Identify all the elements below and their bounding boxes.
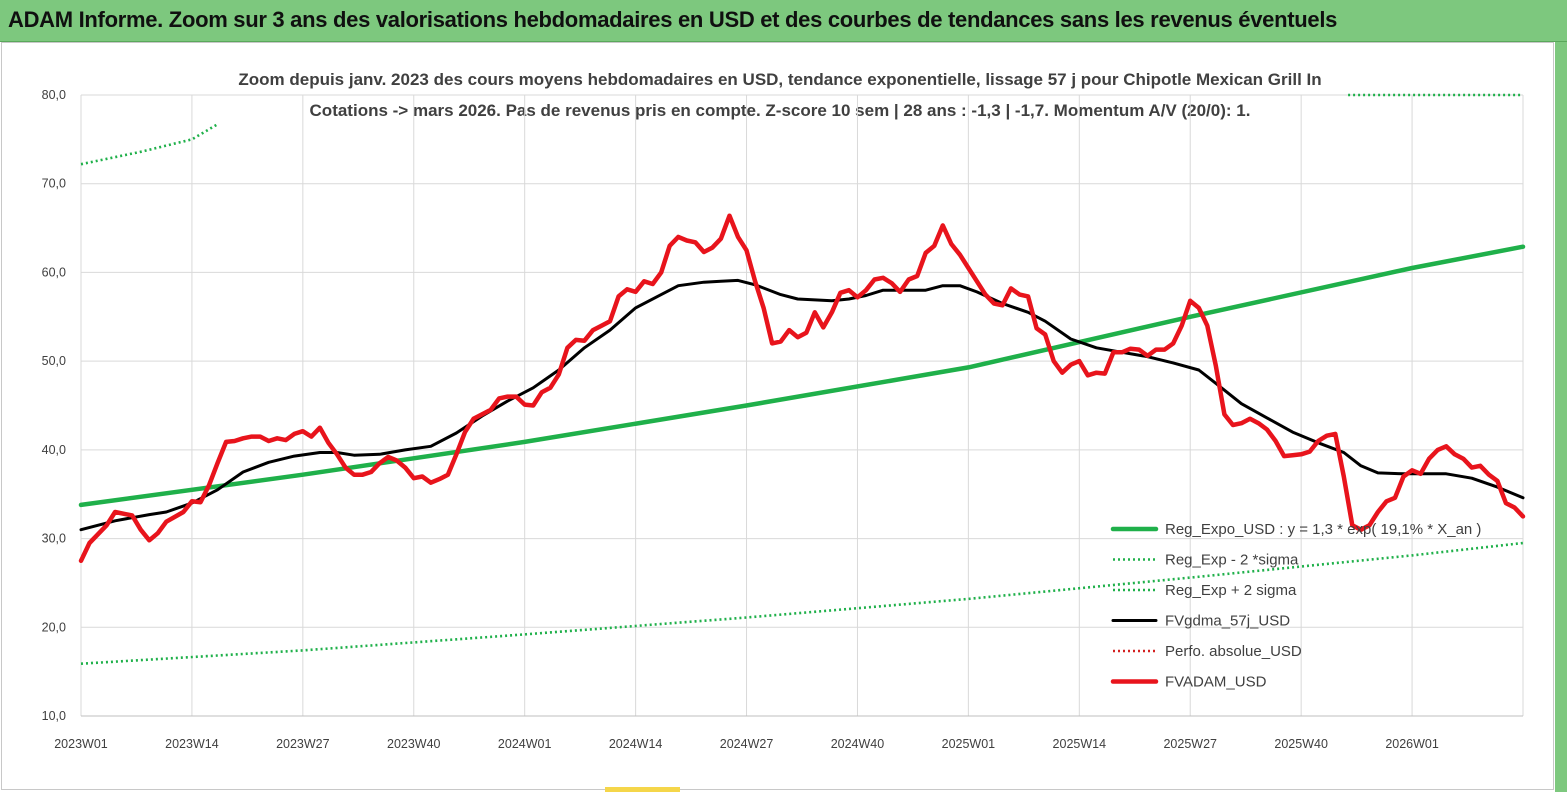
trend-line [78,244,1526,508]
x-tick-label: 2024W27 [720,737,774,751]
chart-frame [1,42,1554,790]
x-tick-label: 2023W40 [387,737,441,751]
x-tick-label: 2026W01 [1385,737,1439,751]
y-tick-label: 80,0 [42,88,66,102]
x-tick-label: 2025W27 [1163,737,1217,751]
series [78,93,1526,665]
legend: Reg_Expo_USD : y = 1,3 * exp( 19,1% * X_… [1110,521,1481,691]
y-tick-label: 60,0 [42,265,66,279]
chart-subtitle: Cotations -> mars 2026. Pas de revenus p… [310,101,1251,120]
trend-minus-2sigma-line [80,541,1524,665]
x-tick-label: 2024W14 [609,737,663,751]
axes: 10,0 20,0 30,0 40,0 50,0 60,0 70,0 80,0 2023W01 2… [42,88,1523,751]
x-tick-label: 2024W01 [498,737,552,751]
y-tick-label: 10,0 [42,709,66,723]
report-header: ADAM Informe. Zoom sur 3 ans des valoris… [0,0,1567,42]
smoothed-value-line [79,278,1525,532]
grid [80,94,1524,717]
x-tick-label: 2023W01 [54,737,108,751]
trend-plus-2sigma-line [80,123,219,166]
x-tick-label: 2023W27 [276,737,330,751]
right-accent-strip [1555,42,1567,792]
legend-label: FVgdma_57j_USD [1165,613,1290,630]
y-tick-label: 30,0 [42,532,66,546]
y-tick-label: 20,0 [42,620,66,634]
bottom-accent-mark [605,787,680,792]
legend-label: Perfo. absolue_USD [1165,643,1302,660]
x-tick-label: 2023W14 [165,737,219,751]
y-tick-label: 70,0 [42,177,66,191]
x-tick-label: 2025W40 [1274,737,1328,751]
chart-title: Zoom depuis janv. 2023 des cours moyens … [238,70,1321,89]
x-tick-label: 2025W01 [942,737,996,751]
price-line [78,213,1526,564]
y-tick-label: 50,0 [42,354,66,368]
y-tick-label: 40,0 [42,443,66,457]
legend-label: Reg_Exp - 2 *sigma [1165,552,1299,569]
x-tick-label: 2024W40 [831,737,885,751]
legend-label: Reg_Expo_USD : y = 1,3 * exp( 19,1% * X_… [1165,521,1481,538]
report-title: ADAM Informe. Zoom sur 3 ans des valoris… [8,7,1338,32]
legend-label: Reg_Exp + 2 sigma [1165,582,1297,599]
legend-label: FVADAM_USD [1165,674,1267,691]
x-tick-label: 2025W14 [1053,737,1107,751]
